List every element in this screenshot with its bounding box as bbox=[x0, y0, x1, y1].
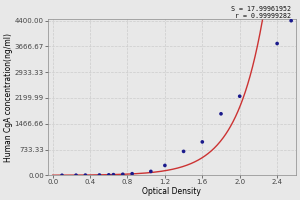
Point bbox=[219, 112, 224, 115]
Point bbox=[111, 173, 116, 176]
Point bbox=[148, 170, 153, 173]
Point bbox=[120, 173, 125, 176]
Point bbox=[237, 95, 242, 98]
X-axis label: Optical Density: Optical Density bbox=[142, 187, 201, 196]
Text: S = 17.99961952
r = 0.99999282: S = 17.99961952 r = 0.99999282 bbox=[231, 6, 291, 19]
Point bbox=[130, 172, 135, 175]
Point bbox=[289, 19, 294, 22]
Point bbox=[200, 140, 205, 144]
Point bbox=[97, 173, 102, 177]
Point bbox=[74, 174, 78, 177]
Point bbox=[275, 42, 280, 45]
Point bbox=[181, 150, 186, 153]
Point bbox=[106, 173, 111, 176]
Point bbox=[163, 164, 167, 167]
Y-axis label: Human CgA concentration(ng/ml): Human CgA concentration(ng/ml) bbox=[4, 33, 13, 162]
Point bbox=[83, 174, 88, 177]
Point bbox=[60, 174, 64, 177]
